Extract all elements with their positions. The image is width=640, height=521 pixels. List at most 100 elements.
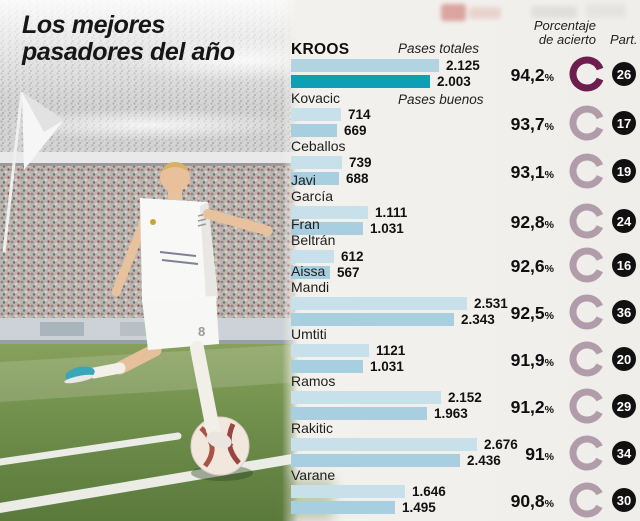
- accuracy-value: 90,8%: [510, 491, 554, 511]
- bar-pases-totales: [291, 156, 342, 169]
- accuracy-value: 92,6%: [510, 256, 554, 276]
- part-badge: 24: [612, 209, 636, 233]
- percent-sign: %: [544, 404, 554, 416]
- bar-pases-totales-value: 739: [349, 155, 372, 170]
- part-badge: 20: [612, 347, 636, 371]
- accuracy-value: 91%: [525, 444, 554, 464]
- corner-flag: [2, 91, 64, 253]
- bar-pases-buenos: [291, 124, 337, 137]
- hair: [160, 162, 190, 177]
- bar-pases-buenos: [291, 172, 339, 185]
- faded-scoreboard-red: [441, 4, 466, 21]
- part-badge: 17: [612, 111, 636, 135]
- bar-pases-buenos-value: 2.436: [467, 453, 501, 468]
- bar-pases-totales: [291, 59, 439, 72]
- player-name: Varane: [291, 467, 336, 483]
- accuracy-ring: [569, 435, 605, 471]
- percent-sign: %: [544, 498, 554, 510]
- player-name: Ramos: [291, 373, 336, 389]
- bar-pases-totales: [291, 250, 334, 263]
- percent-sign: %: [544, 72, 554, 84]
- accuracy-ring: [569, 153, 605, 189]
- bar-pases-totales-value: 2.152: [448, 390, 482, 405]
- player-name: Kovacic: [291, 90, 341, 106]
- accuracy-header-line1: Porcentaje: [533, 18, 596, 33]
- bar-pases-buenos-value: 1.963: [434, 406, 468, 421]
- title-line2: pasadores del año: [22, 38, 235, 66]
- percent-sign: %: [544, 169, 554, 181]
- legend-pases-buenos: Pases buenos: [398, 92, 484, 107]
- accuracy-ring: [569, 203, 605, 239]
- bar-pases-totales: [291, 206, 368, 219]
- part-badge: 19: [612, 159, 636, 183]
- bar-pases-buenos-value: 2.003: [437, 74, 471, 89]
- percent-sign: %: [544, 263, 554, 275]
- crest-icon: [150, 219, 156, 225]
- bar-pases-buenos-value: 2.343: [461, 312, 495, 327]
- title-line1: Los mejores: [22, 11, 165, 39]
- accuracy-value: 92,5%: [510, 303, 554, 323]
- sponsor-text-hint: [159, 251, 199, 265]
- shorts-number: 8: [198, 324, 205, 339]
- player-name: Ceballos: [291, 138, 346, 154]
- bar-pases-buenos-value: 669: [344, 123, 367, 138]
- part-column-header: Part.: [610, 32, 638, 47]
- boot-white: [206, 431, 232, 449]
- bar-pases-totales: [291, 108, 341, 121]
- player-figure: 8: [64, 162, 273, 449]
- bar-pases-totales: [291, 485, 405, 498]
- bar-pases-buenos: [291, 501, 395, 514]
- part-badge: 26: [612, 62, 636, 86]
- part-badge: 16: [612, 253, 636, 277]
- tier-divider: [0, 152, 302, 164]
- accuracy-ring: [569, 56, 605, 92]
- pitch: [0, 344, 302, 521]
- accuracy-value: 92,8%: [510, 212, 554, 232]
- part-badge: 36: [612, 300, 636, 324]
- bar-pases-totales-value: 1.646: [412, 484, 446, 499]
- accuracy-value: 91,9%: [510, 350, 554, 370]
- player-name: Javi García: [291, 172, 334, 204]
- bar-pases-buenos-value: 1.031: [370, 221, 404, 236]
- accuracy-ring: [569, 294, 605, 330]
- accuracy-ring: [569, 341, 605, 377]
- percent-sign: %: [544, 121, 554, 133]
- bar-pases-totales: [291, 344, 369, 357]
- part-badge: 34: [612, 441, 636, 465]
- accuracy-value: 94,2%: [510, 65, 554, 85]
- bar-pases-buenos: [291, 313, 454, 326]
- accuracy-value: 93,7%: [510, 114, 554, 134]
- player-name: Umtiti: [291, 326, 327, 342]
- part-badge: 30: [612, 488, 636, 512]
- bar-pases-totales: [291, 438, 477, 451]
- bar-pases-totales-value: 714: [348, 107, 371, 122]
- accuracy-ring: [569, 482, 605, 518]
- pitch-lines: [0, 432, 303, 513]
- accuracy-header-line2: de acierto: [538, 32, 596, 47]
- player-name: Rakitic: [291, 420, 334, 436]
- bar-pases-buenos-value: 1.495: [402, 500, 436, 515]
- bar-pases-buenos-value: 1.031: [370, 359, 404, 374]
- bar-pases-totales-value: 612: [341, 249, 364, 264]
- page-title: Los mejores pasadores del año: [22, 12, 235, 66]
- faded-scoreboard-gray2: [586, 4, 626, 18]
- percent-sign: %: [544, 219, 554, 231]
- bar-pases-totales: [291, 391, 441, 404]
- bar-pases-buenos: [291, 407, 427, 420]
- bar-pases-buenos: [291, 75, 430, 88]
- accuracy-ring: [569, 388, 605, 424]
- faded-scoreboard-red2: [469, 7, 501, 19]
- accuracy-value: 93,1%: [510, 162, 554, 182]
- bar-pases-buenos-value: 567: [337, 265, 360, 280]
- accuracy-ring: [569, 105, 605, 141]
- percent-sign: %: [544, 451, 554, 463]
- bar-pases-totales-value: 1.111: [375, 205, 408, 220]
- bar-pases-totales-value: 1121: [376, 343, 406, 358]
- legend-pases-totales: Pases totales: [398, 41, 480, 56]
- bar-pases-buenos-value: 688: [346, 171, 369, 186]
- bar-pases-totales-value: 2.676: [484, 437, 518, 452]
- bar-pases-totales: [291, 297, 467, 310]
- bar-pases-buenos: [291, 266, 330, 279]
